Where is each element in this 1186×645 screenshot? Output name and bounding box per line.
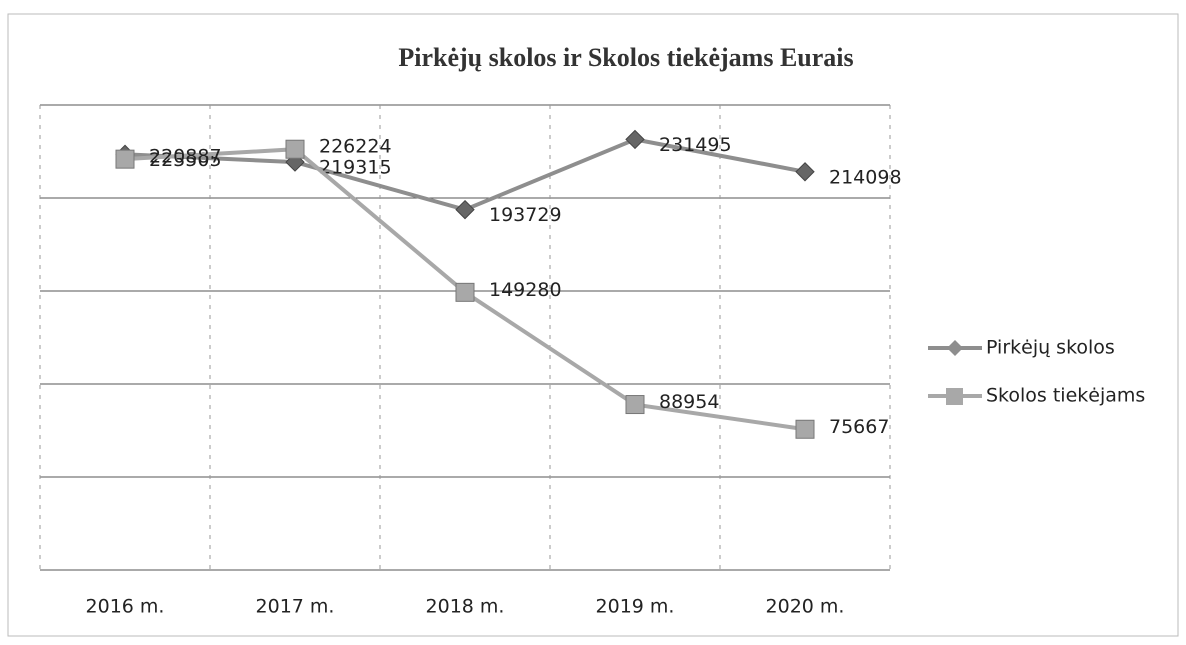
marker-square: [115, 149, 135, 169]
data-label: 220887: [149, 146, 222, 168]
data-label: 226224: [319, 136, 392, 158]
x-tick-label: 2017 m.: [256, 596, 335, 618]
marker-square: [455, 282, 475, 302]
chart-title: Pirkėjų skolos ir Skolos tiekėjams Eurai…: [398, 43, 853, 72]
data-label: 193729: [489, 204, 562, 226]
marker-diamond: [455, 199, 475, 220]
marker-square: [285, 139, 305, 159]
legend-marker: [947, 340, 963, 356]
x-tick-label: 2019 m.: [596, 596, 675, 618]
data-label: 219315: [319, 157, 392, 179]
marker-square: [625, 395, 645, 415]
marker-diamond: [625, 129, 645, 150]
x-tick-label: 2020 m.: [766, 596, 845, 618]
legend-label: Skolos tiekėjams: [986, 385, 1145, 407]
data-label: 75667: [829, 416, 889, 438]
data-label: 149280: [489, 279, 562, 301]
data-label: 88954: [659, 391, 719, 413]
legend-label: Pirkėjų skolos: [986, 337, 1115, 359]
legend-marker: [946, 388, 963, 405]
x-tick-label: 2018 m.: [426, 596, 505, 618]
marker-diamond: [795, 162, 815, 182]
data-label: 214098: [829, 166, 902, 188]
data-label: 231495: [659, 134, 732, 156]
chart-frame: [7, 13, 1179, 637]
marker-square: [795, 419, 815, 439]
marker-diamond: [285, 152, 305, 172]
x-tick-label: 2016 m.: [86, 596, 165, 618]
